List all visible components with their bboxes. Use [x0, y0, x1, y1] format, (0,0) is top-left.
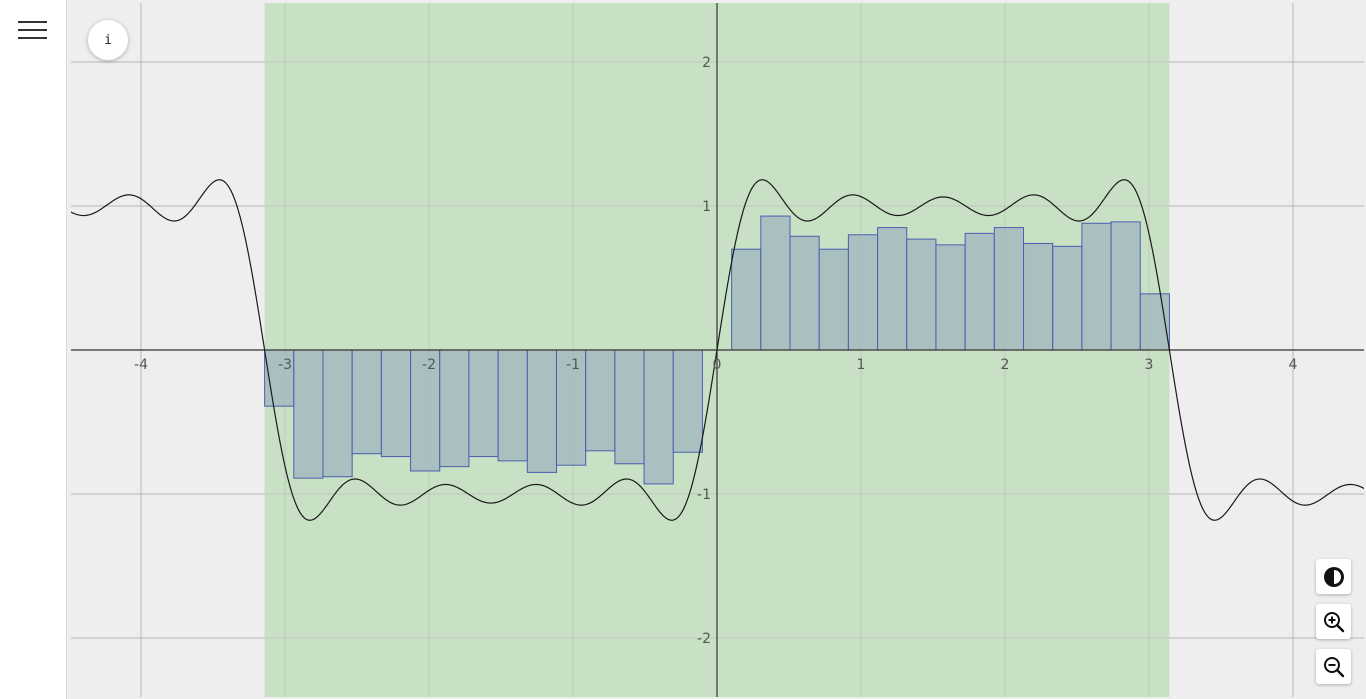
y-tick-label: 2 [702, 55, 711, 71]
info-icon: i [104, 32, 112, 48]
sidebar [0, 0, 67, 699]
y-tick-label: -1 [697, 487, 711, 503]
x-tick-label: -1 [566, 357, 580, 373]
bar [614, 349, 645, 465]
bar [993, 227, 1025, 351]
fourier-curve [71, 179, 1364, 521]
x-tick-label: 3 [1145, 357, 1154, 373]
zoom-in-button[interactable] [1316, 604, 1351, 639]
bar [293, 349, 324, 479]
bar [1052, 245, 1083, 351]
x-tick-label: 4 [1289, 357, 1298, 373]
zoom-in-icon [1323, 611, 1344, 632]
hamburger-menu-icon[interactable] [14, 18, 48, 44]
x-tick-label: 2 [1001, 357, 1010, 373]
bar [818, 248, 849, 351]
bar [847, 234, 879, 351]
zoom-out-button[interactable] [1316, 649, 1351, 684]
bar [1110, 221, 1141, 351]
riemann-bars [264, 215, 1170, 485]
bar [935, 244, 966, 351]
x-tick-label: -3 [278, 357, 292, 373]
bar [877, 227, 908, 351]
contrast-button[interactable] [1316, 559, 1351, 594]
bar [468, 349, 499, 458]
x-tick-label: -4 [134, 357, 148, 373]
bar [555, 349, 587, 466]
bar [731, 248, 762, 351]
bar [497, 349, 528, 462]
tick-labels: -4 -3 -2 -1 0 1 2 3 4 -2 -1 1 2 [134, 55, 1298, 647]
bar [439, 349, 470, 468]
y-tick-label: -2 [697, 631, 711, 647]
x-tick-label: -2 [422, 357, 436, 373]
bar [906, 238, 937, 351]
x-tick-label: 0 [713, 357, 722, 373]
x-tick-label: 1 [857, 357, 866, 373]
zoom-out-icon [1323, 656, 1344, 677]
bar [351, 349, 382, 455]
bar [643, 349, 674, 485]
bar [964, 232, 995, 351]
bar [1081, 222, 1112, 351]
contrast-icon [1323, 566, 1344, 587]
bar [760, 215, 791, 351]
bar [585, 349, 616, 452]
bar [322, 349, 353, 478]
bar [789, 235, 820, 351]
bar [1023, 242, 1054, 351]
bar [672, 349, 703, 453]
bar [380, 349, 412, 458]
bar [526, 349, 557, 473]
curve-line [71, 179, 1364, 521]
bar [410, 349, 441, 472]
info-button[interactable]: i [88, 20, 128, 60]
y-tick-label: 1 [702, 199, 711, 215]
